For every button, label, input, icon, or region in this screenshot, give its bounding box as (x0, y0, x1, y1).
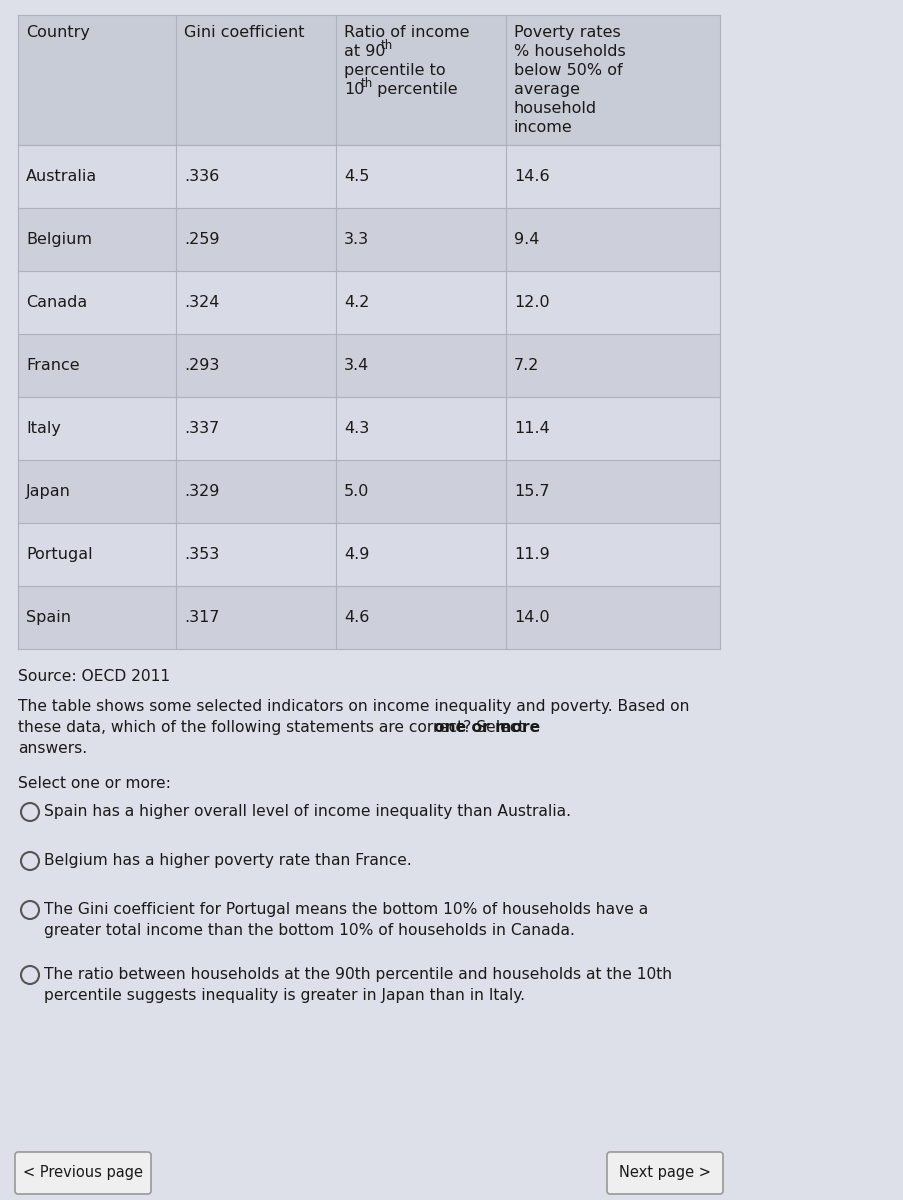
Text: .317: .317 (184, 610, 219, 625)
Bar (18, 397, 719, 460)
Text: Portugal: Portugal (26, 547, 92, 562)
FancyBboxPatch shape (15, 1152, 151, 1194)
Text: Belgium has a higher poverty rate than France.: Belgium has a higher poverty rate than F… (44, 853, 411, 868)
Text: .329: .329 (184, 484, 219, 499)
Text: Ratio of income: Ratio of income (344, 25, 469, 40)
Bar (18, 523, 719, 586)
Text: Spain: Spain (26, 610, 71, 625)
Text: Italy: Italy (26, 421, 61, 436)
Text: at 90: at 90 (344, 44, 385, 59)
Bar (18, 271, 719, 334)
Text: 14.0: 14.0 (514, 610, 549, 625)
Text: The table shows some selected indicators on income inequality and poverty. Based: The table shows some selected indicators… (18, 698, 689, 714)
Text: 15.7: 15.7 (514, 484, 549, 499)
Bar (18, 586, 719, 649)
Text: Belgium: Belgium (26, 232, 92, 247)
Text: 4.3: 4.3 (344, 421, 368, 436)
Text: answers.: answers. (18, 740, 87, 756)
Text: 11.9: 11.9 (514, 547, 549, 562)
FancyBboxPatch shape (606, 1152, 722, 1194)
Text: Australia: Australia (26, 169, 98, 184)
Text: 11.4: 11.4 (514, 421, 549, 436)
Bar (18, 14, 719, 145)
Text: th: th (380, 38, 393, 52)
Text: 5.0: 5.0 (344, 484, 369, 499)
Text: income: income (514, 120, 573, 134)
Text: one or more: one or more (433, 720, 539, 734)
Text: Japan: Japan (26, 484, 70, 499)
Text: Source: OECD 2011: Source: OECD 2011 (18, 670, 170, 684)
Text: .259: .259 (184, 232, 219, 247)
Text: The Gini coefficient for Portugal means the bottom 10% of households have a: The Gini coefficient for Portugal means … (44, 902, 647, 917)
Text: .353: .353 (184, 547, 219, 562)
Text: average: average (514, 82, 580, 97)
Text: 9.4: 9.4 (514, 232, 539, 247)
Text: Canada: Canada (26, 295, 88, 310)
Text: Country: Country (26, 25, 89, 40)
Text: Select one or more:: Select one or more: (18, 776, 171, 791)
Text: 10: 10 (344, 82, 364, 97)
Text: % households: % households (514, 44, 625, 59)
Bar (18, 334, 719, 397)
Text: Gini coefficient: Gini coefficient (184, 25, 304, 40)
Text: .293: .293 (184, 358, 219, 373)
Bar (18, 145, 719, 208)
Text: Poverty rates: Poverty rates (514, 25, 620, 40)
Text: 7.2: 7.2 (514, 358, 539, 373)
Text: 4.5: 4.5 (344, 169, 369, 184)
Text: 3.3: 3.3 (344, 232, 368, 247)
Text: percentile suggests inequality is greater in Japan than in Italy.: percentile suggests inequality is greate… (44, 988, 525, 1003)
Text: 3.4: 3.4 (344, 358, 368, 373)
Text: greater total income than the bottom 10% of households in Canada.: greater total income than the bottom 10%… (44, 923, 574, 938)
Text: below 50% of: below 50% of (514, 62, 622, 78)
Text: percentile: percentile (372, 82, 457, 97)
Bar (18, 208, 719, 271)
Text: .324: .324 (184, 295, 219, 310)
Text: 4.2: 4.2 (344, 295, 369, 310)
Text: .336: .336 (184, 169, 219, 184)
Text: 14.6: 14.6 (514, 169, 549, 184)
Text: .337: .337 (184, 421, 219, 436)
Text: France: France (26, 358, 79, 373)
Text: The ratio between households at the 90th percentile and households at the 10th: The ratio between households at the 90th… (44, 967, 672, 982)
Text: percentile to: percentile to (344, 62, 445, 78)
Text: Spain has a higher overall level of income inequality than Australia.: Spain has a higher overall level of inco… (44, 804, 571, 818)
Bar (18, 460, 719, 523)
Text: 4.6: 4.6 (344, 610, 369, 625)
Text: th: th (360, 77, 373, 90)
Text: these data, which of the following statements are correct? Select: these data, which of the following state… (18, 720, 528, 734)
Text: Next page >: Next page > (619, 1165, 711, 1181)
Text: 4.9: 4.9 (344, 547, 369, 562)
Text: household: household (514, 101, 597, 116)
Text: 12.0: 12.0 (514, 295, 549, 310)
Text: < Previous page: < Previous page (23, 1165, 143, 1181)
